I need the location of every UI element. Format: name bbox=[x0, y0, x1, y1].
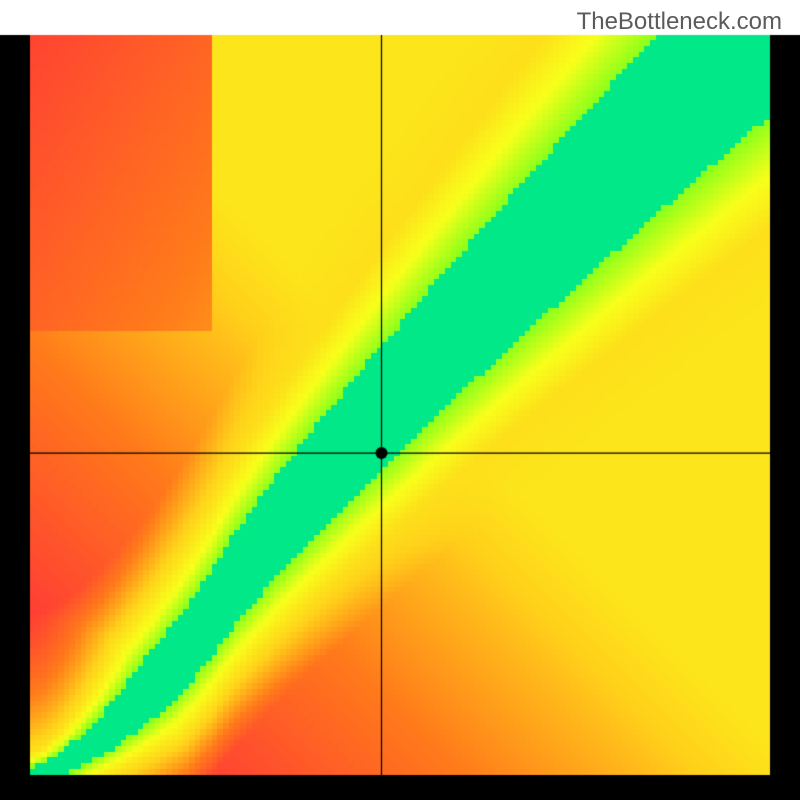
bottleneck-heatmap-container: TheBottleneck.com bbox=[0, 0, 800, 800]
heatmap-canvas bbox=[0, 0, 800, 800]
watermark-text: TheBottleneck.com bbox=[577, 8, 782, 36]
